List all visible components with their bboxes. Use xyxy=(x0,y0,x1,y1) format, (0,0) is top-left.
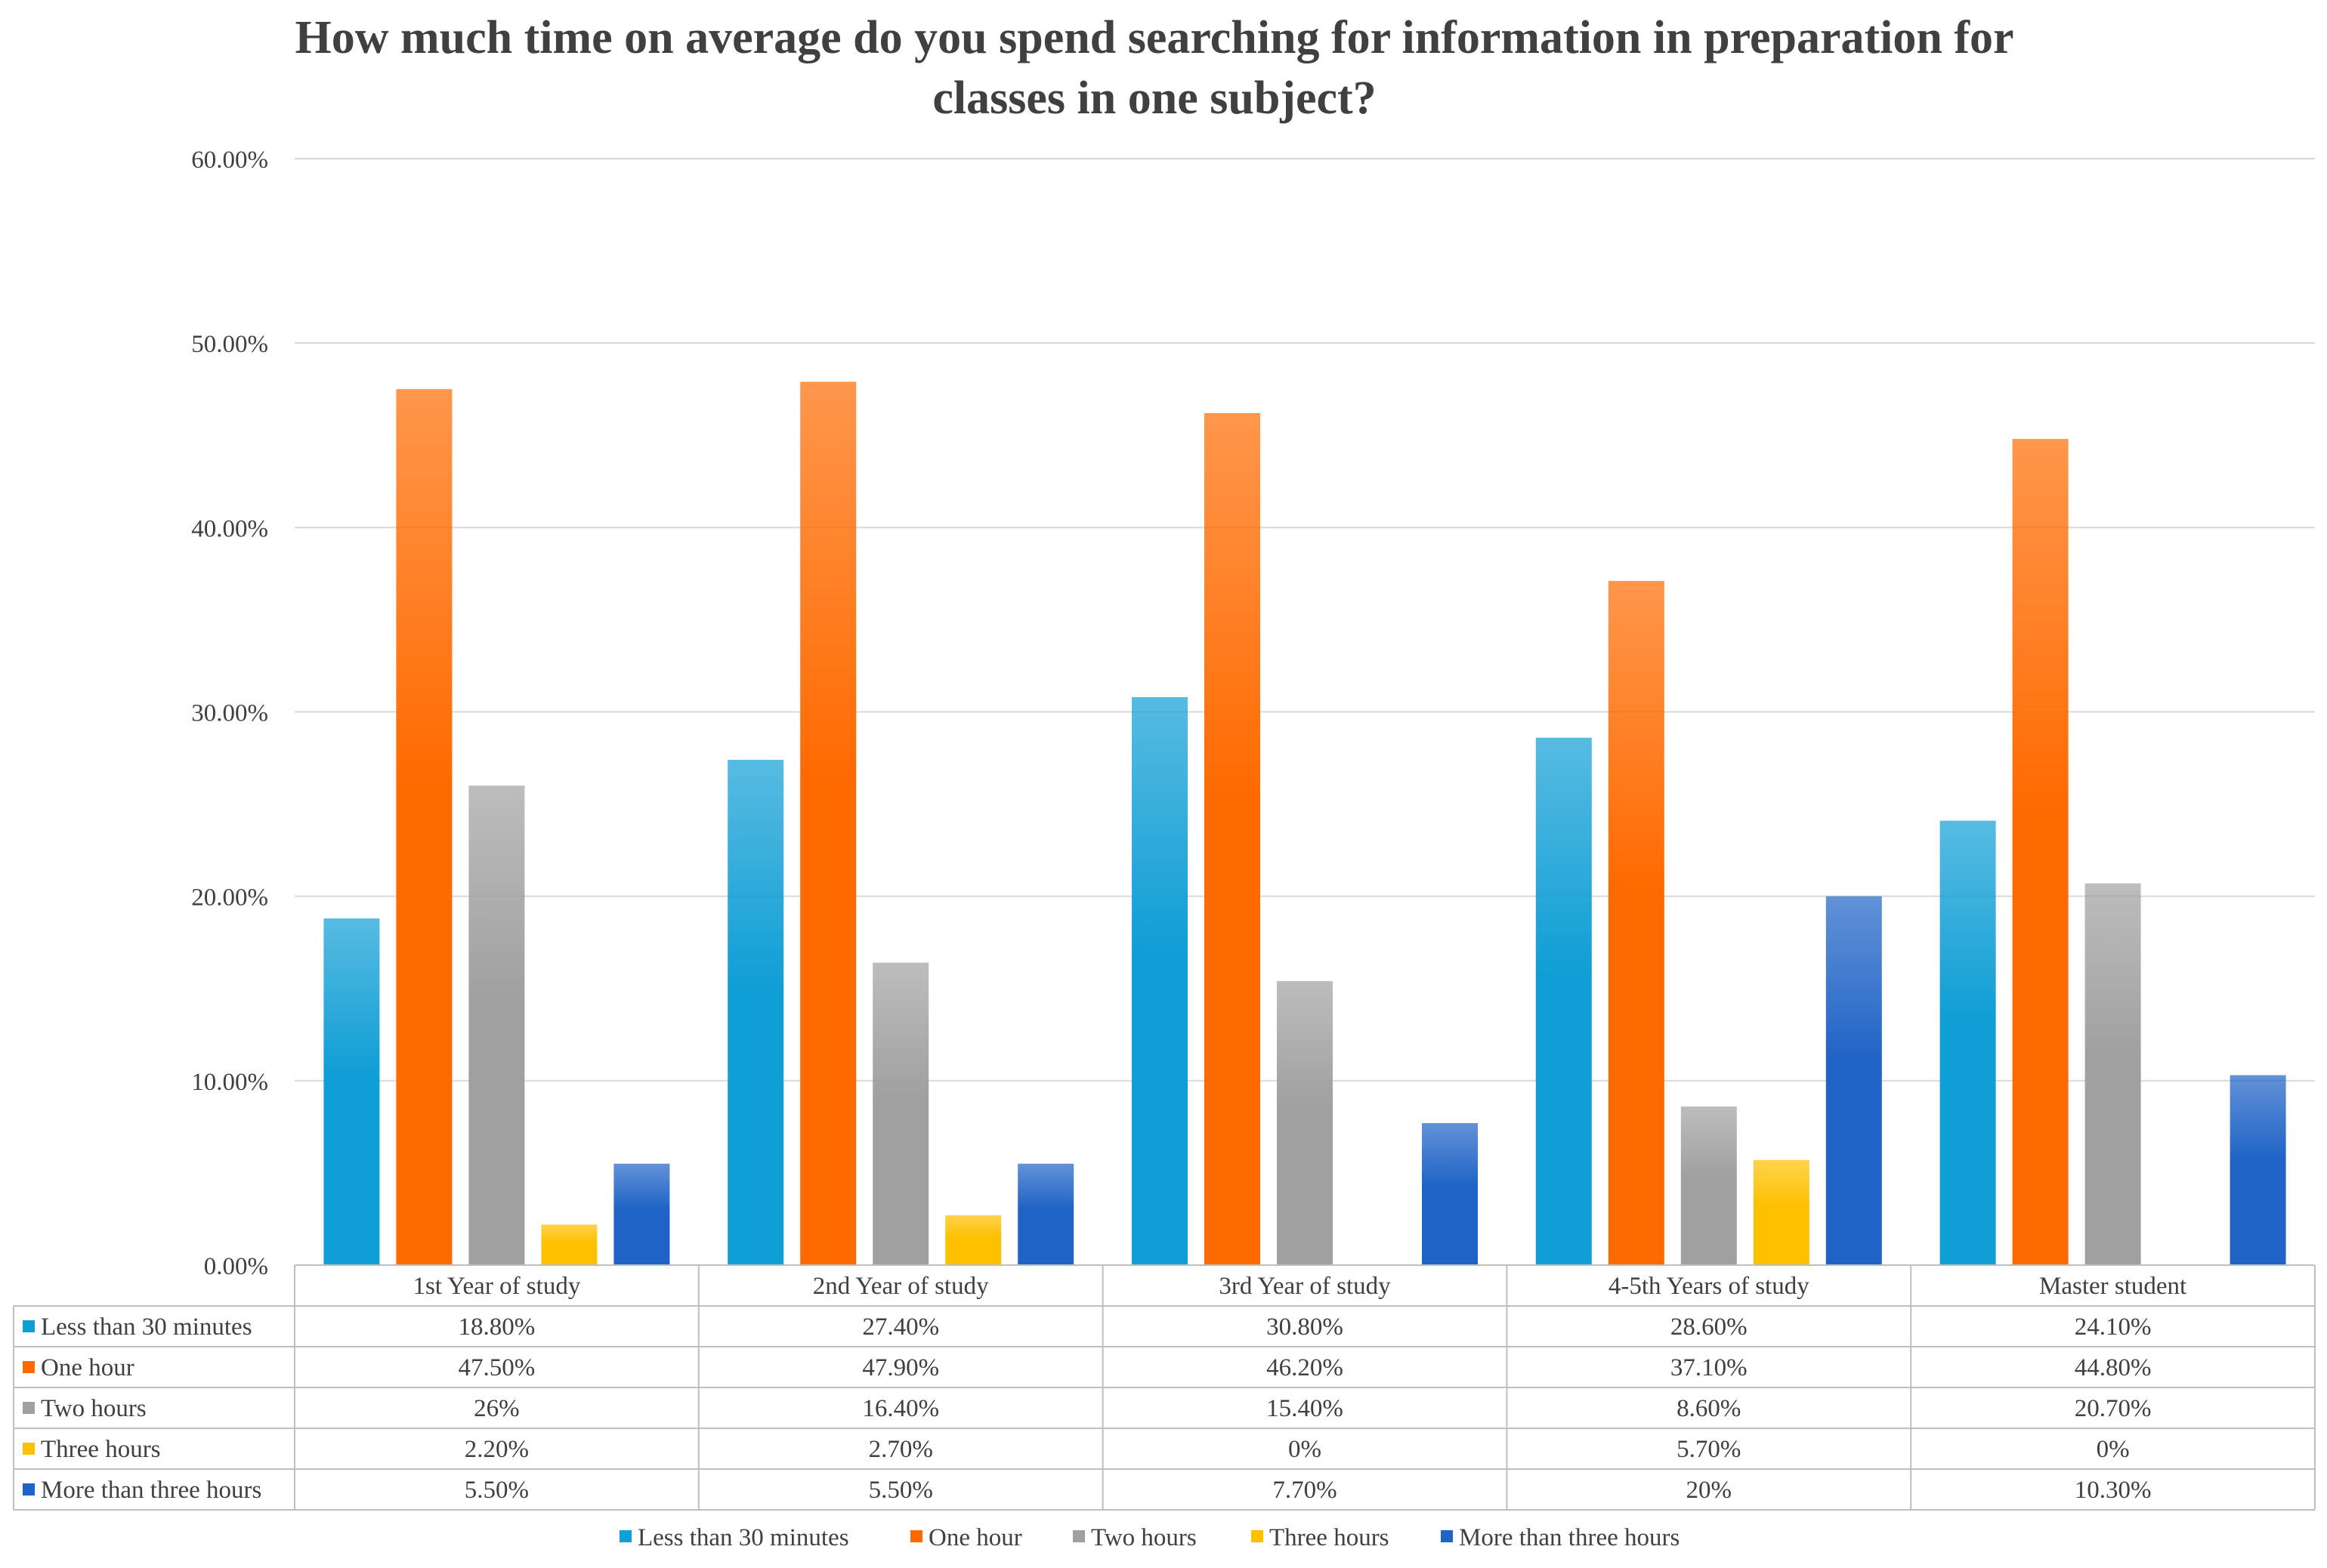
chart-title-line: classes in one subject? xyxy=(932,73,1376,124)
data-label: 20% xyxy=(1686,1477,1732,1504)
data-label: 46.20% xyxy=(1266,1354,1343,1381)
bar xyxy=(800,381,857,1266)
data-label: 30.80% xyxy=(1266,1313,1343,1341)
data-label: 28.60% xyxy=(1670,1313,1748,1341)
data-label: 5.50% xyxy=(869,1477,933,1504)
category-label: 2nd Year of study xyxy=(813,1273,989,1300)
legend-label: More than three hours xyxy=(1459,1524,1680,1551)
legend-label: Two hours xyxy=(1091,1524,1197,1551)
row-series-name: Three hours xyxy=(41,1436,161,1463)
bar xyxy=(2084,883,2141,1265)
data-label: 20.70% xyxy=(2075,1395,2152,1422)
data-label: 5.50% xyxy=(465,1477,529,1504)
y-tick-label: 50.00% xyxy=(191,331,268,358)
data-label: 8.60% xyxy=(1676,1395,1741,1422)
data-label: 44.80% xyxy=(2075,1354,2152,1381)
chart-title-line: How much time on average do you spend se… xyxy=(295,12,2013,63)
bar xyxy=(1132,696,1188,1265)
category-label: Master student xyxy=(2039,1273,2186,1300)
data-label: 2.20% xyxy=(465,1436,529,1463)
bar xyxy=(728,759,784,1265)
legend-swatch xyxy=(1073,1530,1085,1542)
legend-key xyxy=(23,1320,35,1332)
legend-swatch xyxy=(620,1530,632,1542)
legend-label: Three hours xyxy=(1269,1524,1389,1551)
data-label: 26% xyxy=(474,1395,520,1422)
data-label: 18.80% xyxy=(459,1313,536,1341)
data-label: 47.90% xyxy=(862,1354,939,1381)
category-label: 3rd Year of study xyxy=(1219,1273,1391,1300)
data-label: 15.40% xyxy=(1266,1395,1343,1422)
bar xyxy=(1753,1159,1809,1265)
bar xyxy=(1277,980,1333,1265)
bar xyxy=(1939,820,1996,1265)
row-series-name: One hour xyxy=(41,1354,134,1381)
bar xyxy=(2012,439,2069,1266)
bar xyxy=(396,389,453,1266)
gridlines xyxy=(295,158,2315,1082)
y-tick-label: 60.00% xyxy=(191,147,268,174)
data-label: 5.70% xyxy=(1676,1436,1741,1463)
data-label: 37.10% xyxy=(1670,1354,1748,1381)
bar xyxy=(1608,581,1664,1265)
data-label: 2.70% xyxy=(869,1436,933,1463)
bar xyxy=(1018,1163,1074,1265)
legend-key xyxy=(23,1361,35,1373)
category-label: 4-5th Years of study xyxy=(1609,1273,1809,1300)
y-tick-label: 20.00% xyxy=(191,884,268,912)
legend-label: One hour xyxy=(929,1524,1022,1551)
data-label: 10.30% xyxy=(2075,1477,2152,1504)
chart-title: How much time on average do you spend se… xyxy=(295,12,2013,124)
bar xyxy=(945,1215,1002,1265)
bar xyxy=(1204,412,1260,1266)
bar xyxy=(323,918,380,1265)
bar xyxy=(541,1224,598,1265)
bar xyxy=(873,962,929,1265)
legend-key xyxy=(23,1483,35,1495)
row-series-name: Less than 30 minutes xyxy=(41,1313,252,1341)
data-label: 27.40% xyxy=(862,1313,939,1341)
category-label: 1st Year of study xyxy=(413,1273,580,1300)
y-tick-label: 10.00% xyxy=(191,1069,268,1096)
data-label: 7.70% xyxy=(1272,1477,1337,1504)
data-label: 16.40% xyxy=(862,1395,939,1422)
y-tick-label: 40.00% xyxy=(191,515,268,542)
bars xyxy=(323,381,2286,1266)
bar xyxy=(468,786,525,1265)
row-series-name: More than three hours xyxy=(41,1477,261,1504)
legend-swatch xyxy=(1251,1530,1263,1542)
legend: Less than 30 minutes One hour Two hours Thr… xyxy=(620,1524,1680,1551)
legend-label: Less than 30 minutes xyxy=(638,1524,849,1551)
bar xyxy=(1422,1122,1478,1265)
data-table: 1st Year of study 2nd Year of study 3rd Ye… xyxy=(13,1264,2316,1511)
bar xyxy=(1825,896,1882,1265)
bar xyxy=(1535,737,1592,1265)
bar xyxy=(2230,1075,2286,1265)
y-tick-label: 30.00% xyxy=(191,700,268,727)
data-label: 0% xyxy=(2097,1436,2130,1463)
legend-key xyxy=(23,1443,35,1455)
y-axis: 0.00% 10.00% 20.00% 30.00% 40.00% 50.00% 60.00… xyxy=(191,147,268,1280)
data-label: 0% xyxy=(1288,1436,1321,1463)
data-label: 24.10% xyxy=(2075,1313,2152,1341)
legend-swatch xyxy=(910,1530,922,1542)
legend-key xyxy=(23,1402,35,1414)
legend-swatch xyxy=(1441,1530,1453,1542)
row-series-name: Two hours xyxy=(41,1395,147,1422)
bar xyxy=(613,1163,670,1265)
data-label: 47.50% xyxy=(459,1354,536,1381)
bar xyxy=(1680,1107,1737,1265)
y-tick-label: 0.00% xyxy=(204,1253,268,1280)
